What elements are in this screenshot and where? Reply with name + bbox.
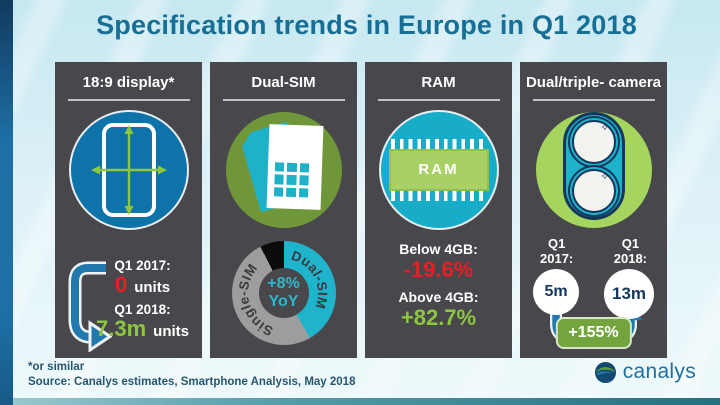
donut-label-dual-sim: Dual-SIM — [289, 248, 329, 311]
q1-2018-unit: units — [153, 322, 189, 340]
camera-q1-2018-value: 13m — [604, 269, 654, 319]
dual-camera-icon: ✧ ✧ — [535, 112, 652, 228]
donut-label-single-sim: Single-SIM — [235, 261, 274, 339]
sim-cards-icon — [225, 112, 342, 228]
camera-q1-2017-label: Q1 2017: — [540, 236, 574, 266]
divider — [222, 99, 345, 101]
ram-chip-icon: RAM — [380, 112, 497, 228]
canalys-logo-text: canalys — [622, 360, 696, 383]
phone-arrows-icon — [90, 123, 167, 217]
panel-camera: Dual/triple- camera ✧ ✧ Q1 2017: Q1 2018… — [520, 62, 667, 358]
canalys-logo: canalys — [594, 360, 696, 384]
donut-segment-labels: Dual-SIM Single-SIM — [235, 248, 330, 339]
above-4gb-label: Above 4GB: — [398, 289, 479, 306]
page-title: Specification trends in Europe in Q1 201… — [96, 10, 637, 40]
q1-2018-value-row: 7.3m units — [85, 317, 200, 340]
divider — [532, 99, 655, 101]
footnote: *or similar — [28, 361, 85, 373]
growth-curve-arrow-icon — [68, 261, 112, 352]
camera-value-circles: 5m 13m — [520, 269, 667, 319]
camera-period-labels: Q1 2017: Q1 2018: — [520, 236, 667, 266]
camera-q1-2017-value: 5m — [533, 269, 579, 315]
ram-pins-top — [390, 139, 487, 149]
svg-text:Dual-SIM: Dual-SIM — [289, 248, 330, 311]
sim-card-front-icon — [266, 124, 323, 210]
camera-lens-top-icon: ✧ — [571, 119, 616, 164]
footer-notes: *or similar Source: Canalys estimates, S… — [28, 360, 355, 390]
bottom-accent-bar — [13, 398, 720, 405]
above-4gb-value: +82.7% — [400, 305, 477, 331]
q1-2018-label: Q1 2018: — [114, 301, 171, 317]
panel-189-display-title: 18:9 display* — [82, 74, 175, 91]
panels-row: 18:9 display* Q1 2017: — [55, 62, 667, 358]
panel-camera-title: Dual/triple- camera — [525, 74, 662, 91]
sim-contact-grid-icon — [273, 162, 309, 198]
svg-text:Single-SIM: Single-SIM — [235, 261, 274, 339]
q1-2017-value: 0 — [114, 271, 128, 297]
sparkle-icon: ✧ — [600, 121, 610, 134]
camera-module-icon: ✧ ✧ — [562, 112, 625, 220]
donut-yoy-value: +8% — [267, 275, 300, 292]
dual-sim-donut-chart: +8% YoY Dual-SIM Single-SIM — [231, 241, 336, 345]
divider — [67, 99, 190, 101]
left-accent-bar — [0, 0, 13, 405]
panel-dual-sim: Dual-SIM +8% YoY — [210, 62, 357, 358]
canalys-globe-icon — [594, 361, 616, 383]
phone-aspect-icon — [70, 112, 187, 228]
q1-2017-unit: units — [134, 278, 171, 296]
display-stats: Q1 2017: 0 units Q1 2018: 7.3m units — [85, 258, 200, 346]
ram-chip-body: RAM — [388, 149, 489, 191]
camera-growth-badge: +155% — [555, 317, 632, 349]
camera-lens-bottom-icon: ✧ — [571, 168, 616, 213]
panel-dual-sim-title: Dual-SIM — [251, 74, 316, 91]
below-4gb-value: -19.6% — [403, 257, 474, 282]
panel-189-display: 18:9 display* Q1 2017: — [55, 62, 202, 358]
divider — [377, 99, 500, 101]
camera-q1-2018-label: Q1 2018: — [613, 236, 647, 266]
sparkle-icon: ✧ — [600, 170, 610, 183]
donut-hole — [258, 268, 309, 318]
ram-stats: Below 4GB: -19.6% Above 4GB: +82.7% — [365, 241, 512, 331]
donut-center-text: +8% YoY — [232, 241, 336, 345]
panel-ram: RAM RAM Below 4GB: -19.6% Above 4GB: +82… — [365, 62, 512, 358]
below-4gb-label: Below 4GB: — [399, 241, 478, 257]
ram-pins-bottom — [390, 191, 487, 201]
q1-2017-label: Q1 2017: — [114, 257, 171, 273]
q1-2017-value-row: 0 units — [85, 273, 200, 296]
q1-2018-value: 7.3m — [96, 315, 147, 341]
panel-ram-title: RAM — [421, 74, 456, 91]
donut-yoy-label: YoY — [268, 293, 299, 310]
source-line: Source: Canalys estimates, Smartphone An… — [28, 376, 356, 388]
